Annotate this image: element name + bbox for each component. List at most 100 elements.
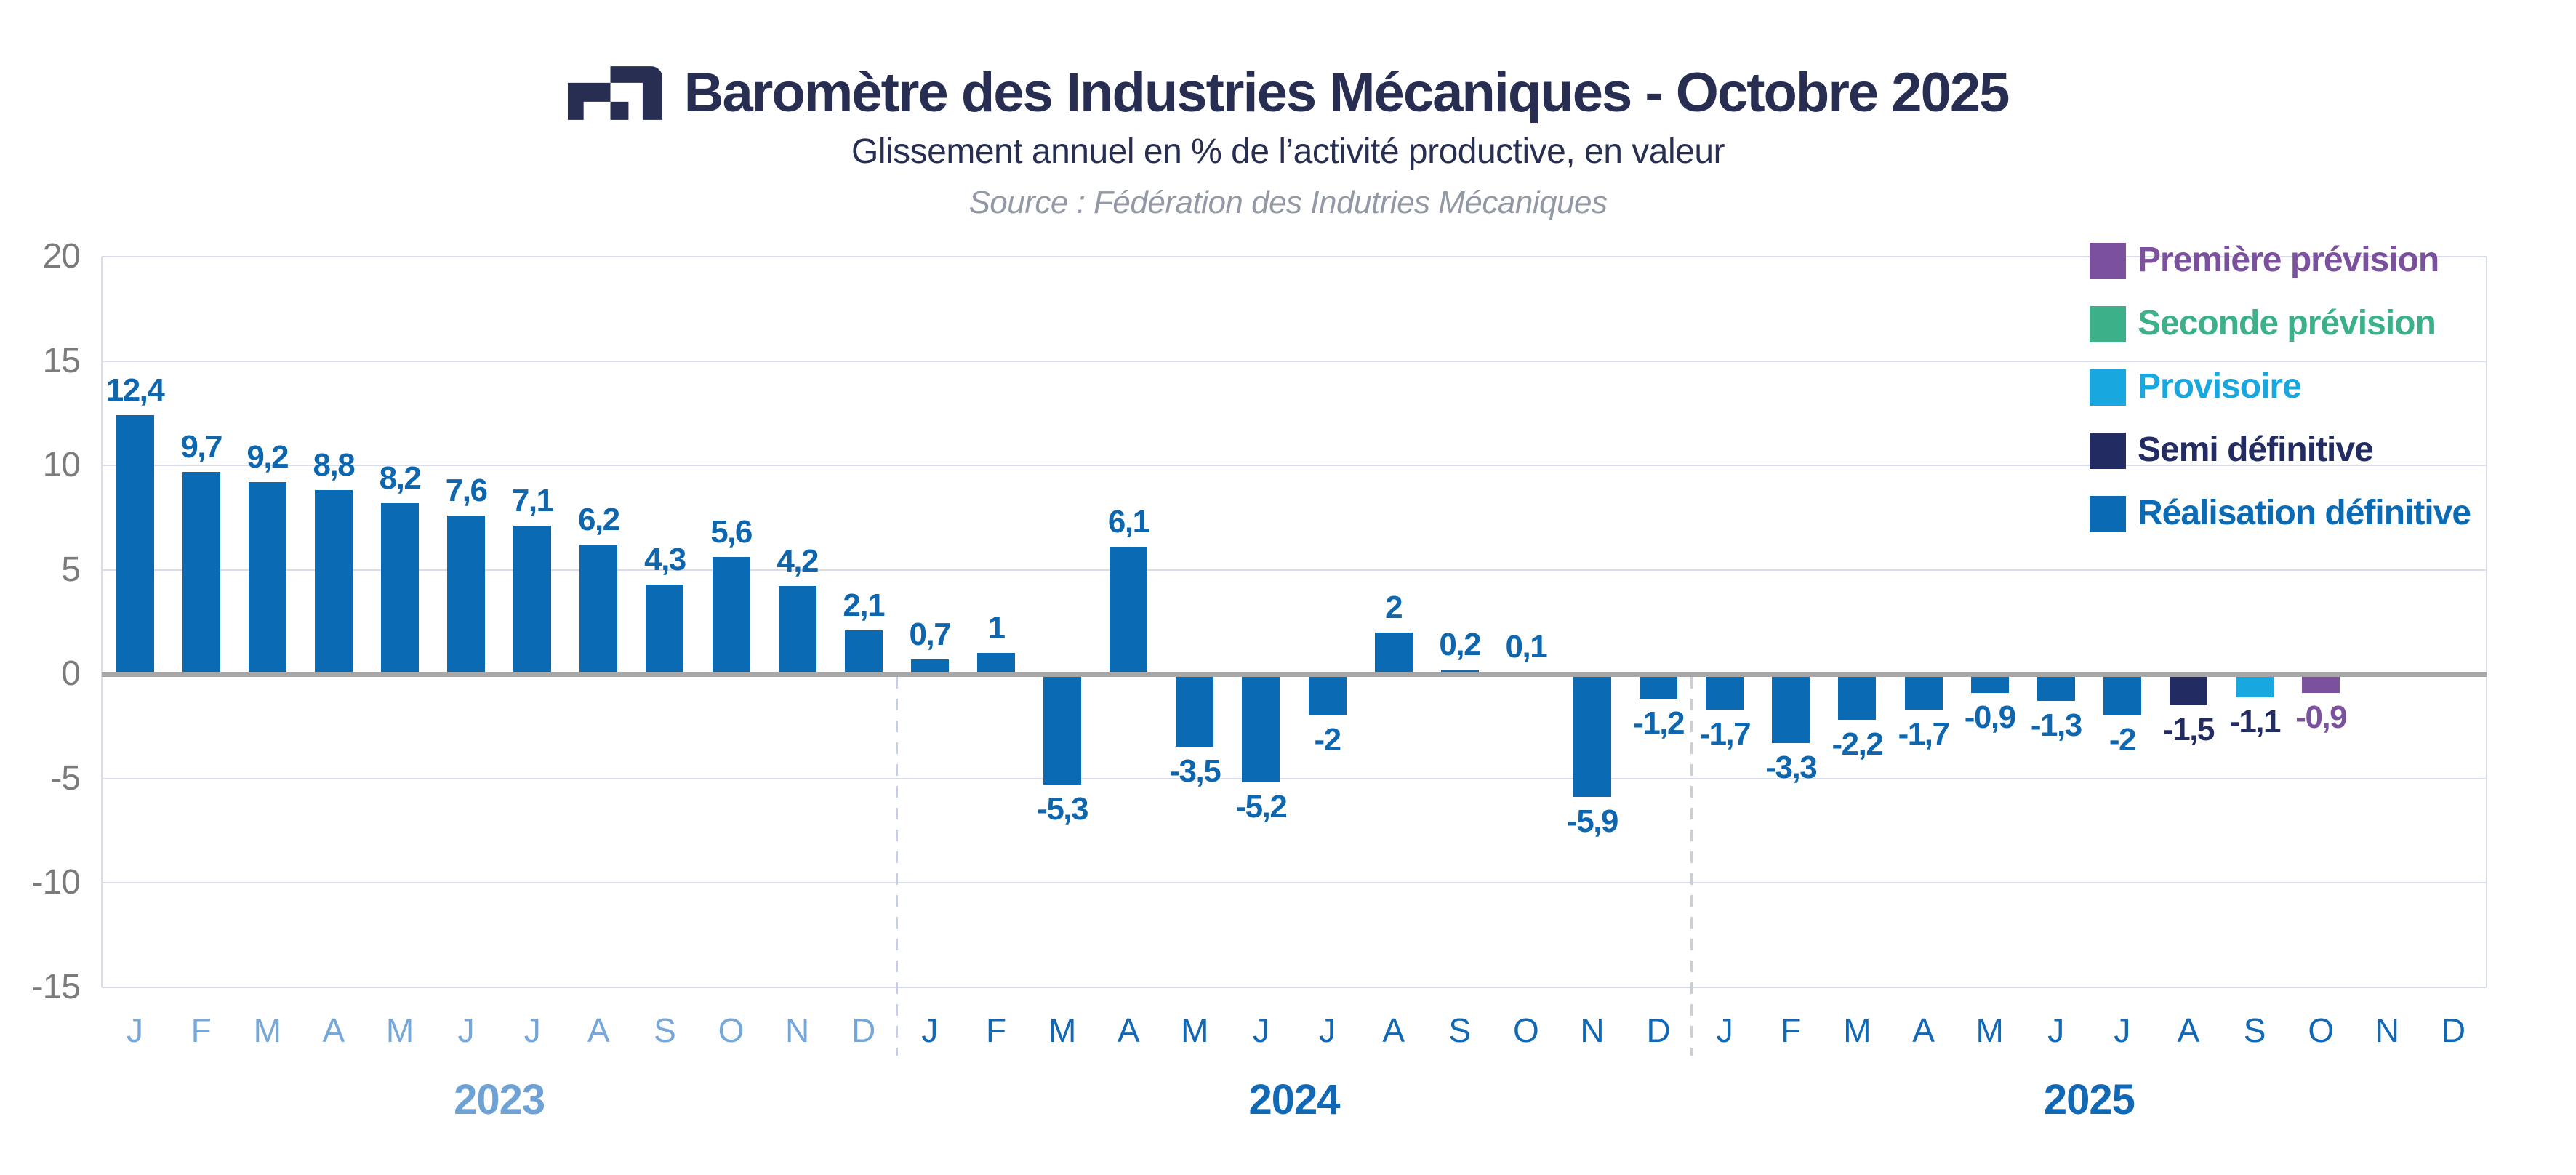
value-label-2024-3: -5,3 (1037, 791, 1088, 827)
bar-2025-4 (1904, 674, 1943, 710)
value-label-2024-10: 0,1 (1505, 629, 1548, 665)
bar-2023-12 (844, 630, 883, 674)
chart-subtitle: Glissement annuel en % de l’activité pro… (851, 132, 1725, 171)
bar-2024-11 (1573, 674, 1611, 798)
legend-label-definitive: Réalisation définitive (2138, 494, 2471, 532)
bar-2025-7 (2103, 674, 2141, 716)
month-label-2024-4: A (1117, 1011, 1140, 1049)
gridline-5 (102, 569, 2487, 571)
bar-2023-5 (381, 502, 419, 674)
value-label-2025-2: -3,3 (1765, 749, 1817, 785)
month-label-2023-11: N (785, 1011, 810, 1049)
bar-2024-4 (1110, 546, 1148, 674)
bar-2025-2 (1772, 674, 1810, 743)
chart-header: Baromètre des Industries Mécaniques - Oc… (0, 61, 2576, 221)
month-label-2025-1: J (1716, 1011, 1733, 1049)
month-label-2024-10: O (1512, 1011, 1539, 1049)
bar-2024-3 (1043, 674, 1082, 785)
bar-2023-6 (447, 515, 486, 674)
value-label-2024-6: -5,2 (1235, 789, 1288, 825)
year-separator-2 (1690, 677, 1693, 1056)
value-label-2025-4: -1,7 (1898, 715, 1950, 752)
value-label-2025-5: -0,9 (1964, 699, 2016, 735)
value-label-2024-11: -5,9 (1567, 803, 1618, 840)
legend-swatch-premiere (2090, 243, 2126, 279)
bar-2025-8 (2170, 674, 2207, 706)
value-label-2023-10: 5,6 (710, 514, 753, 550)
value-label-2023-5: 8,2 (379, 460, 422, 496)
value-label-2023-9: 4,3 (644, 541, 686, 577)
y-axis-tick-label: 15 (42, 341, 81, 380)
month-label-2025-8: A (2177, 1011, 2200, 1049)
zero-axis-line (102, 672, 2487, 677)
month-label-2024-1: J (921, 1011, 939, 1049)
plot-left-border (101, 257, 103, 987)
month-label-2025-6: J (2047, 1011, 2065, 1049)
value-label-2024-8: 2 (1385, 589, 1403, 625)
month-label-2025-7: J (2114, 1011, 2131, 1049)
bar-2024-7 (1308, 674, 1347, 716)
value-label-2025-8: -1,5 (2163, 712, 2215, 748)
value-label-2023-3: 9,2 (246, 438, 289, 475)
gridline-10 (102, 465, 2487, 466)
gridline-15 (102, 360, 2487, 362)
value-label-2024-5: -3,5 (1169, 753, 1221, 790)
month-label-2025-11: N (2375, 1011, 2399, 1049)
month-label-2023-9: S (654, 1011, 676, 1049)
value-label-2023-2: 9,7 (180, 428, 222, 465)
month-label-2023-8: A (587, 1011, 610, 1049)
bar-2025-9 (2236, 674, 2274, 697)
month-label-2025-10: O (2308, 1011, 2335, 1049)
legend-label-premiere: Première prévision (2138, 241, 2439, 279)
month-label-2023-3: M (253, 1011, 281, 1049)
value-label-2024-12: -1,2 (1633, 705, 1685, 742)
month-label-2023-10: O (718, 1011, 745, 1049)
month-label-2024-8: A (1382, 1011, 1405, 1049)
month-label-2024-12: D (1646, 1011, 1671, 1049)
month-label-2025-9: S (2243, 1011, 2266, 1049)
month-label-2025-2: F (1781, 1011, 1802, 1049)
month-label-2024-9: S (1448, 1011, 1472, 1049)
year-label-2023: 2023 (454, 1076, 545, 1123)
month-label-2024-11: N (1580, 1011, 1605, 1049)
legend-swatch-semi (2090, 433, 2126, 469)
month-label-2025-4: A (1912, 1011, 1935, 1049)
bar-2023-3 (248, 481, 286, 674)
month-label-2025-3: M (1843, 1011, 1871, 1049)
value-label-2023-8: 6,2 (577, 502, 620, 538)
month-label-2024-7: J (1319, 1011, 1336, 1049)
legend-swatch-definitive (2090, 496, 2126, 532)
value-label-2025-7: -2 (2108, 722, 2137, 758)
year-separator-1 (895, 677, 898, 1056)
bar-2023-9 (646, 584, 684, 674)
value-label-2024-2: 1 (987, 610, 1006, 646)
y-axis-tick-label: 10 (42, 446, 81, 484)
month-label-2023-1: J (127, 1011, 144, 1049)
y-axis-tick-label: 20 (42, 237, 81, 276)
value-label-2023-1: 12,4 (105, 372, 165, 409)
value-label-2025-1: -1,7 (1699, 715, 1751, 752)
month-label-2024-6: J (1252, 1011, 1269, 1049)
value-label-2023-4: 8,8 (313, 447, 356, 484)
legend-swatch-provisoire (2090, 369, 2126, 406)
gridline--5 (102, 777, 2487, 779)
bar-2025-3 (1838, 674, 1877, 721)
bar-2024-8 (1374, 632, 1413, 674)
value-label-2023-6: 7,6 (445, 472, 488, 508)
month-label-2024-2: F (985, 1011, 1007, 1049)
bar-2024-5 (1176, 674, 1214, 747)
month-label-2023-7: J (523, 1011, 541, 1049)
month-label-2023-2: F (190, 1011, 212, 1049)
bar-2025-5 (1970, 674, 2009, 693)
gridline-20 (102, 256, 2487, 257)
value-label-2024-1: 0,7 (909, 616, 952, 652)
month-label-2023-5: M (385, 1011, 414, 1049)
gridline--10 (102, 882, 2487, 883)
bar-2023-7 (513, 526, 552, 674)
legend-label-seconde: Seconde prévision (2138, 304, 2436, 342)
value-label-2025-9: -1,1 (2229, 703, 2281, 739)
year-label-2024: 2024 (1248, 1076, 1340, 1123)
legend-swatch-seconde (2090, 306, 2126, 342)
legend-label-provisoire: Provisoire (2138, 367, 2302, 406)
value-label-2023-12: 2,1 (843, 587, 885, 623)
